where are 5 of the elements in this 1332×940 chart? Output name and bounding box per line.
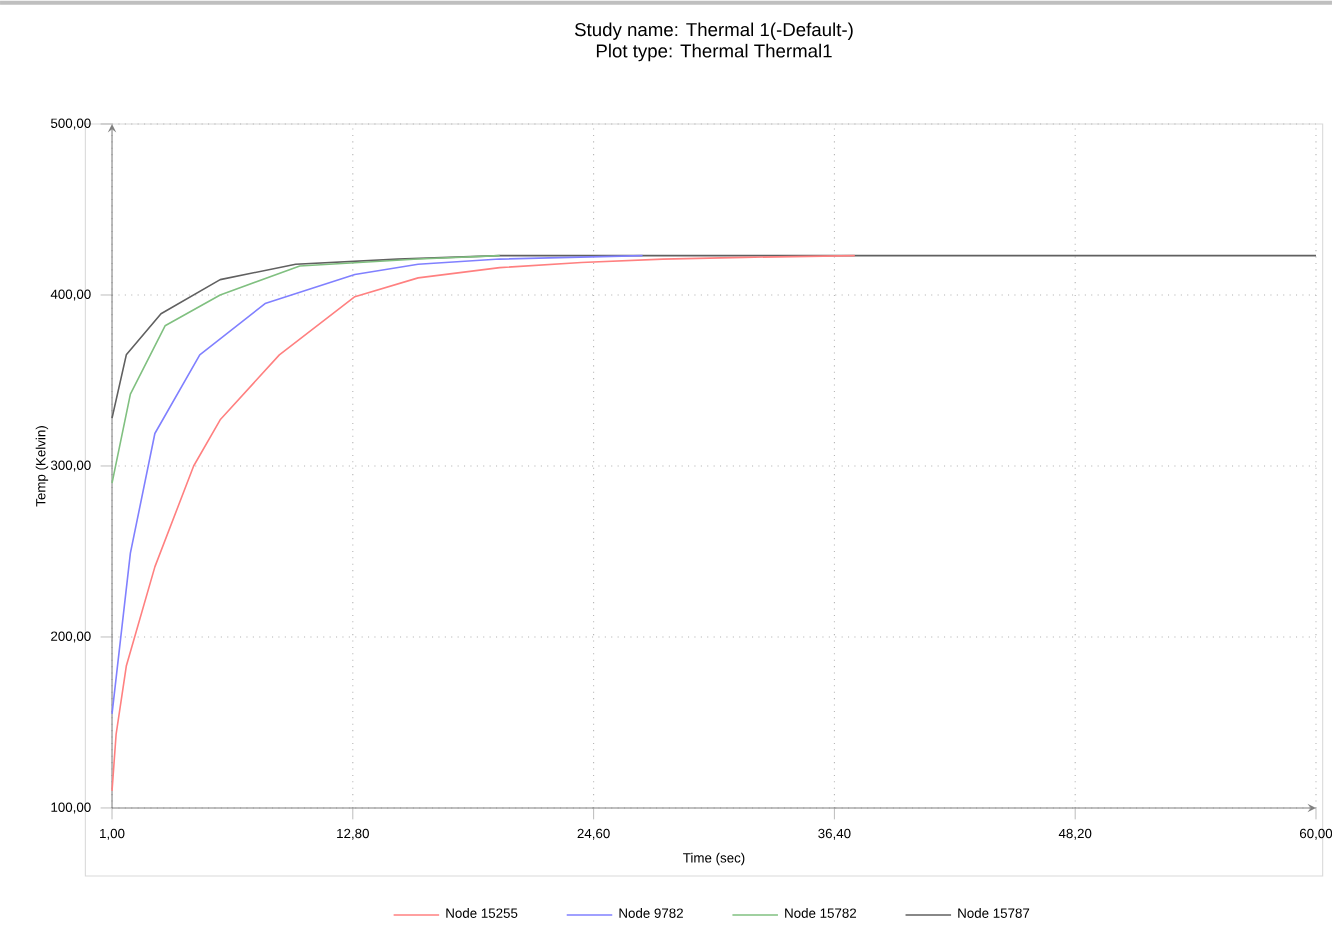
line-series [111,254,856,792]
chart-subtitle: Plot type: Thermal Thermal1 [596,43,832,62]
chart-title: Study name: Thermal 1(-Default-) [574,22,853,40]
line-series [111,254,501,484]
line-series [111,254,644,715]
